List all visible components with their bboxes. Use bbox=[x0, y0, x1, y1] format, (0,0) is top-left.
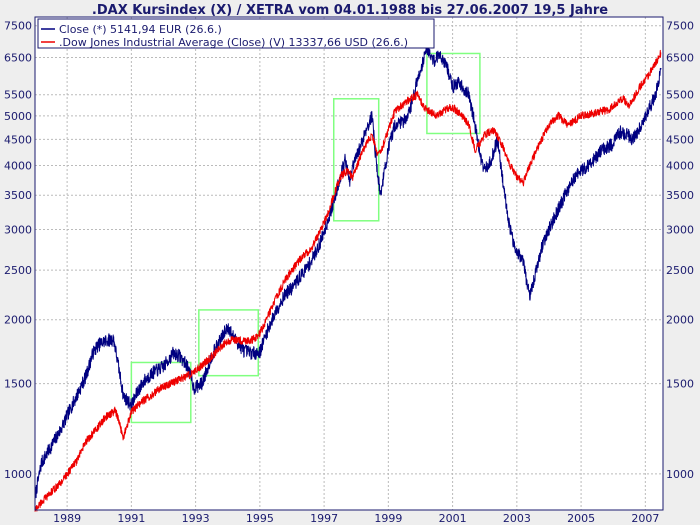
legend-label-dow: .Dow Jones Industrial Average (Close) (V… bbox=[59, 36, 408, 49]
x-tick-2007: 2007 bbox=[631, 512, 659, 525]
series-line-dow bbox=[34, 49, 662, 512]
series-line-dax bbox=[34, 44, 662, 501]
y-tick-left-4000: 4000 bbox=[4, 160, 32, 173]
y-tick-left-4500: 4500 bbox=[4, 133, 32, 146]
grid-lines bbox=[35, 17, 663, 510]
y-axis-right: 1000 1500 2000 2500 3000 3500 4000 4500 5000 5500… bbox=[666, 20, 694, 481]
x-tick-1993: 1993 bbox=[182, 512, 210, 525]
highlight-box-3 bbox=[332, 98, 380, 222]
y-tick-right-3500: 3500 bbox=[666, 189, 694, 202]
x-tick-2005: 2005 bbox=[567, 512, 595, 525]
y-tick-right-2500: 2500 bbox=[666, 264, 694, 277]
y-tick-left-1500: 1500 bbox=[4, 378, 32, 391]
y-tick-left-2000: 2000 bbox=[4, 314, 32, 327]
x-tick-1999: 1999 bbox=[374, 512, 402, 525]
legend-box bbox=[37, 18, 435, 49]
plot-area bbox=[35, 17, 663, 510]
y-tick-left-2500: 2500 bbox=[4, 264, 32, 277]
highlight-box-4 bbox=[426, 52, 481, 135]
x-tick-1997: 1997 bbox=[310, 512, 338, 525]
y-tick-right-7500: 7500 bbox=[666, 20, 694, 33]
x-tick-1995: 1995 bbox=[246, 512, 274, 525]
y-tick-right-2000: 2000 bbox=[666, 314, 694, 327]
y-tick-left-7500: 7500 bbox=[4, 20, 32, 33]
y-tick-right-4000: 4000 bbox=[666, 160, 694, 173]
legend: Close (*) 5141,94 EUR (26.6.) .Dow Jones… bbox=[37, 18, 435, 49]
chart-title: .DAX Kursindex (X) / XETRA vom 04.01.198… bbox=[92, 3, 608, 18]
highlight-box-2 bbox=[198, 309, 260, 377]
x-tick-2001: 2001 bbox=[439, 512, 467, 525]
y-tick-right-1500: 1500 bbox=[666, 378, 694, 391]
y-tick-left-5000: 5000 bbox=[4, 110, 32, 123]
x-tick-1989: 1989 bbox=[53, 512, 81, 525]
y-tick-right-3000: 3000 bbox=[666, 224, 694, 237]
legend-label-dax: Close (*) 5141,94 EUR (26.6.) bbox=[59, 23, 222, 36]
y-tick-right-4500: 4500 bbox=[666, 133, 694, 146]
series-lines bbox=[34, 44, 662, 512]
y-tick-left-5500: 5500 bbox=[4, 89, 32, 102]
y-tick-left-6500: 6500 bbox=[4, 52, 32, 65]
plot-frame bbox=[34, 16, 664, 511]
y-tick-left-1000: 1000 bbox=[4, 468, 32, 481]
y-tick-left-3500: 3500 bbox=[4, 189, 32, 202]
y-tick-right-5500: 5500 bbox=[666, 89, 694, 102]
y-tick-right-1000: 1000 bbox=[666, 468, 694, 481]
x-tick-2003: 2003 bbox=[503, 512, 531, 525]
y-tick-right-6500: 6500 bbox=[666, 52, 694, 65]
x-tick-1991: 1991 bbox=[117, 512, 145, 525]
y-tick-right-5000: 5000 bbox=[666, 110, 694, 123]
x-axis: 1989 1991 1993 1995 1997 1999 2001 2003 2005 2007 bbox=[53, 512, 659, 525]
y-axis-left: 1000 1500 2000 2500 3000 3500 4000 4500 5000 5500… bbox=[4, 20, 32, 481]
y-tick-left-3000: 3000 bbox=[4, 224, 32, 237]
